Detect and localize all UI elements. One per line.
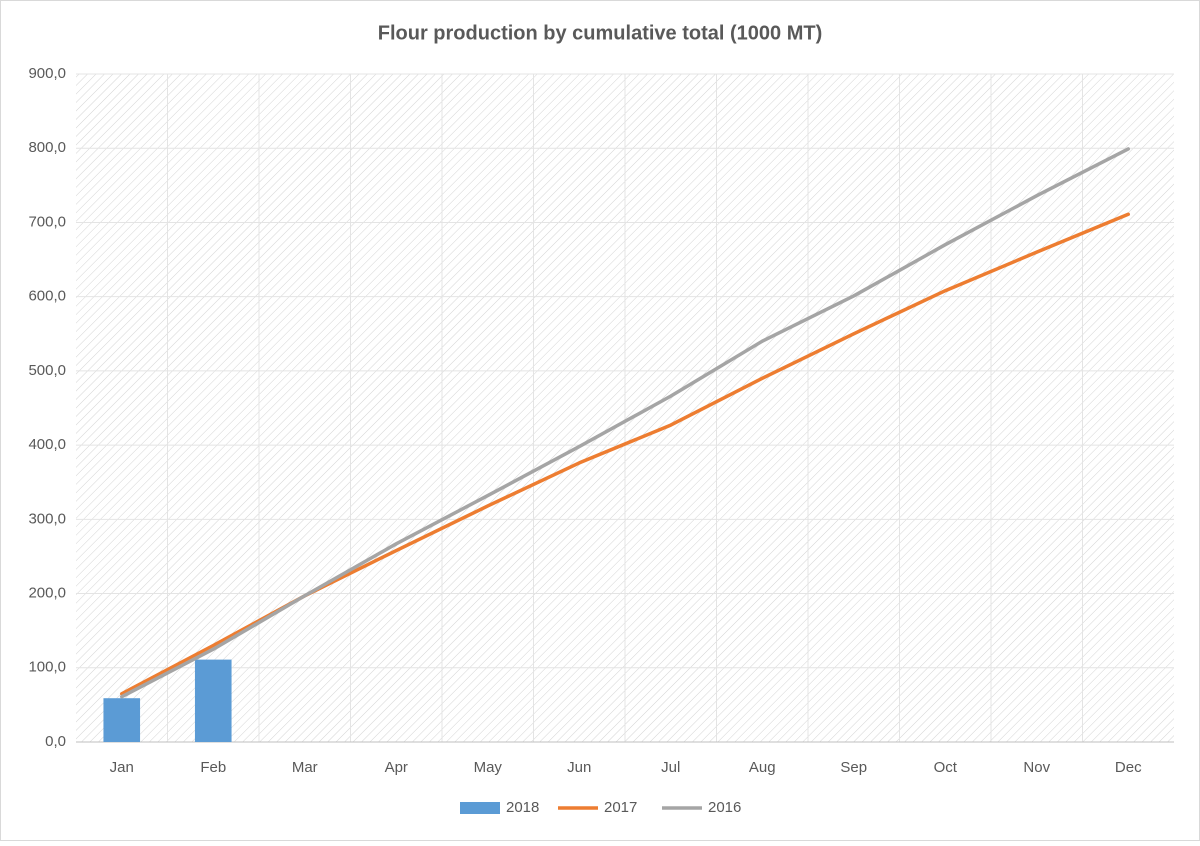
x-tick-label: Jun	[567, 759, 591, 776]
x-tick-label: Jan	[110, 759, 134, 776]
x-tick-label: Dec	[1115, 759, 1142, 776]
legend-label: 2018	[506, 799, 539, 816]
bar	[103, 698, 141, 742]
y-tick-label: 300,0	[28, 510, 66, 527]
legend-label: 2017	[604, 799, 637, 816]
chart-title: Flour production by cumulative total (10…	[378, 22, 822, 44]
x-tick-label: Nov	[1023, 759, 1050, 776]
y-tick-label: 900,0	[28, 65, 66, 82]
x-tick-label: Jul	[661, 759, 680, 776]
y-tick-label: 400,0	[28, 436, 66, 453]
y-tick-label: 100,0	[28, 659, 66, 676]
legend-label: 2016	[708, 799, 741, 816]
x-tick-label: May	[474, 759, 503, 776]
y-tick-label: 800,0	[28, 139, 66, 156]
y-tick-label: 500,0	[28, 362, 66, 379]
x-tick-label: Aug	[749, 759, 776, 776]
line	[120, 147, 1130, 699]
x-tick-label: Mar	[292, 759, 318, 776]
x-tick-label: Feb	[200, 759, 226, 776]
x-tick-label: Sep	[840, 759, 867, 776]
x-tick-label: Apr	[385, 759, 408, 776]
y-tick-label: 0,0	[45, 733, 66, 750]
legend-swatch	[460, 802, 500, 814]
y-tick-label: 700,0	[28, 213, 66, 230]
x-tick-label: Oct	[934, 759, 958, 776]
y-tick-label: 600,0	[28, 288, 66, 305]
y-tick-label: 200,0	[28, 585, 66, 602]
bar	[194, 659, 232, 742]
